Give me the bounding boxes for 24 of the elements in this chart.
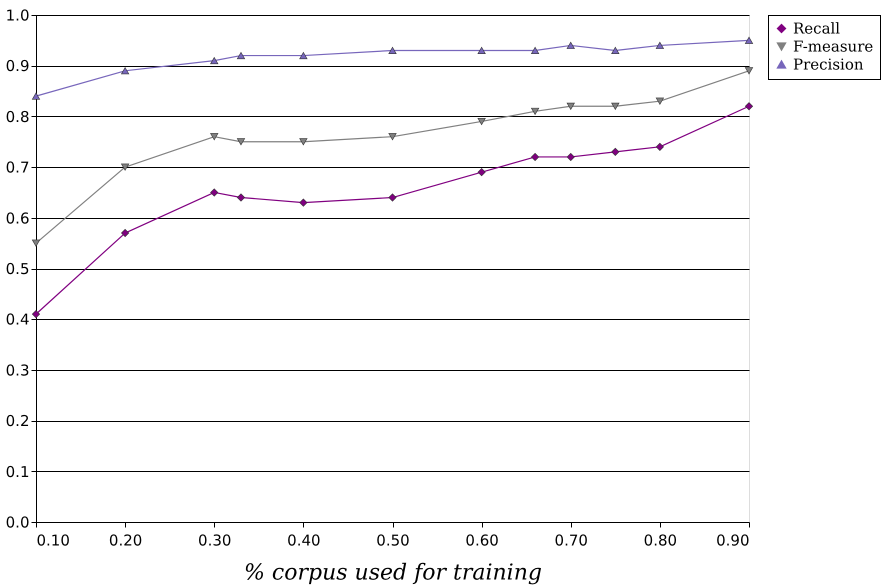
x-tick-label: 0.80	[644, 532, 678, 550]
y-tick-label: 0.4	[6, 310, 30, 329]
x-tick-label: 0.50	[376, 532, 410, 550]
legend-label: Precision	[793, 56, 864, 74]
x-tick-label: 0.40	[287, 532, 321, 550]
y-tick-label: 0.1	[6, 462, 30, 481]
y-tick-label: 0.0	[6, 514, 30, 532]
x-tick-label: 0.90	[716, 532, 750, 550]
x-tick-label: 0.70	[554, 532, 588, 550]
y-tick-label: 0.7	[6, 158, 30, 177]
y-tick-label: 0.9	[6, 57, 30, 76]
x-tick-label: 0.30	[198, 532, 232, 550]
y-tick-label: 1.0	[6, 6, 30, 24]
x-tick-label: 0.60	[465, 532, 499, 550]
x-tick-label: 0.10	[36, 532, 70, 550]
x-tick-label: 0.20	[108, 532, 142, 550]
y-tick-label: 0.5	[6, 260, 30, 278]
legend-label: F-measure	[793, 38, 874, 56]
y-tick-label: 0.2	[6, 412, 30, 430]
y-tick-label: 0.3	[6, 361, 30, 380]
y-tick-label: 0.8	[6, 108, 30, 126]
legend-label: Recall	[793, 20, 840, 38]
x-axis-title: % corpus used for training	[244, 560, 542, 586]
y-tick-label: 0.6	[6, 209, 30, 228]
